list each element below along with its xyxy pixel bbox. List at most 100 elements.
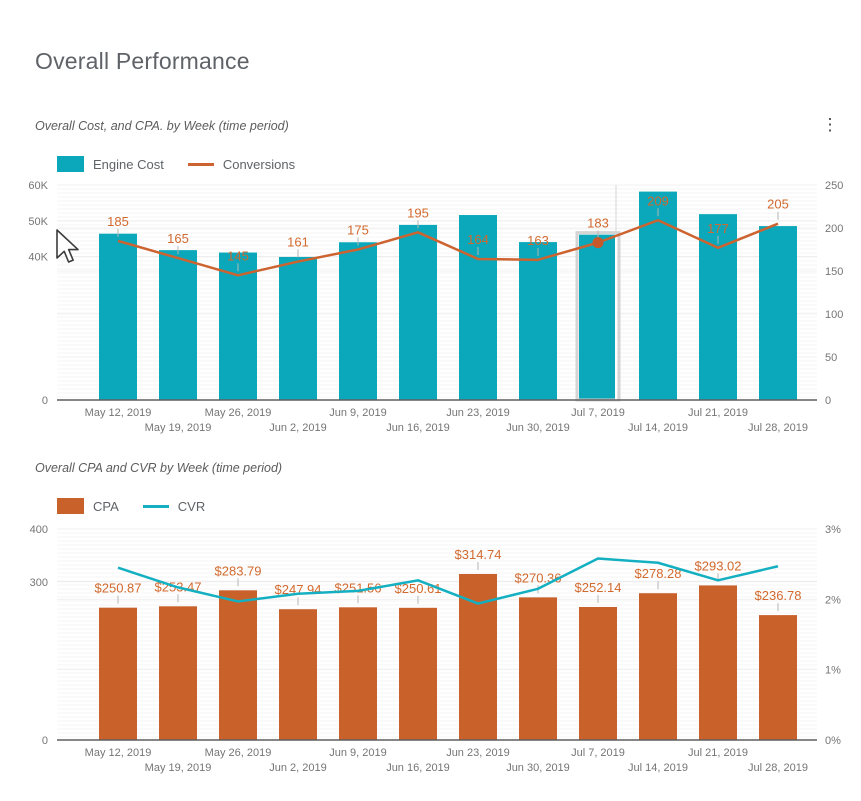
bar-jul-14-2019[interactable] xyxy=(639,191,677,400)
bar-jun-16-2019[interactable] xyxy=(399,607,437,740)
category-label: Jun 16, 2019 xyxy=(386,422,450,434)
data-label: 164 xyxy=(467,232,489,247)
category-label: Jul 21, 2019 xyxy=(688,407,748,419)
bar-jul-28-2019[interactable] xyxy=(759,615,797,740)
category-label: May 12, 2019 xyxy=(85,747,152,759)
cvr-legend-label: CVR xyxy=(177,498,206,514)
more-options-icon[interactable]: ⋮ xyxy=(818,112,842,138)
category-label: Jun 9, 2019 xyxy=(329,407,387,419)
data-label: 175 xyxy=(347,223,369,238)
bar-may-26-2019[interactable] xyxy=(219,252,257,400)
cost-conversions-chart[interactable]: 185 165 145 161 175 195 164 163 183 209 177 205 60K 5… xyxy=(0,175,861,445)
category-label: Jul 7, 2019 xyxy=(571,407,625,419)
conversions-line[interactable] xyxy=(117,219,779,277)
bar-jun-30-2019[interactable] xyxy=(519,242,557,400)
category-label: Jul 7, 2019 xyxy=(571,747,625,759)
category-label: Jun 23, 2019 xyxy=(446,747,510,759)
bar-jun-9-2019[interactable] xyxy=(339,242,377,400)
data-label: 185 xyxy=(107,214,129,229)
chart2-legend: CPA CVR xyxy=(57,498,205,514)
category-label: Jun 30, 2019 xyxy=(506,762,570,774)
category-label: Jul 21, 2019 xyxy=(688,747,748,759)
category-label: May 26, 2019 xyxy=(205,407,272,419)
bar-may-12-2019[interactable] xyxy=(99,233,137,400)
data-label: 195 xyxy=(407,205,429,220)
mouse-cursor xyxy=(56,229,79,263)
left-axis-tick: 0 xyxy=(42,395,48,407)
bar-jun-23-2019[interactable] xyxy=(459,215,497,400)
left-axis-tick: 300 xyxy=(30,577,48,589)
data-label: $270.36 xyxy=(515,570,562,585)
bar-jul-21-2019[interactable] xyxy=(699,585,737,740)
bar-jun-30-2019[interactable] xyxy=(519,597,557,740)
left-axis-tick: 60K xyxy=(28,180,48,192)
page-title: Overall Performance xyxy=(35,48,250,74)
left-axis-tick: 50K xyxy=(28,216,48,228)
data-label: $250.87 xyxy=(95,581,142,596)
data-label: 165 xyxy=(167,231,189,246)
bar-jun-2-2019[interactable] xyxy=(279,609,317,740)
bar-jun-2-2019[interactable] xyxy=(279,256,317,400)
cpa-legend-label: CPA xyxy=(93,498,119,514)
data-label: 183 xyxy=(587,216,609,231)
data-label: 161 xyxy=(287,235,309,250)
right-axis-tick: 3% xyxy=(825,524,841,536)
category-label: Jun 2, 2019 xyxy=(269,762,327,774)
data-label: $293.02 xyxy=(695,558,742,573)
bar-jul-21-2019[interactable] xyxy=(699,214,737,400)
category-label: Jul 14, 2019 xyxy=(628,422,688,434)
right-axis-tick: 100 xyxy=(825,309,843,321)
bar-may-19-2019[interactable] xyxy=(159,606,197,740)
left-axis-tick: 40K xyxy=(28,252,48,264)
category-label: Jul 28, 2019 xyxy=(748,422,808,434)
conversions-legend-label: Conversions xyxy=(222,156,296,172)
cpa-cvr-chart[interactable]: $250.87 $253.47$283.79$247.94 $251.56 $250.… xyxy=(0,520,861,790)
data-label: $236.78 xyxy=(755,588,802,603)
category-label: Jul 14, 2019 xyxy=(628,762,688,774)
bar-jul-28-2019[interactable] xyxy=(759,226,797,400)
bar-jul-7-2019[interactable] xyxy=(579,234,617,400)
category-label: May 19, 2019 xyxy=(145,422,212,434)
category-label: May 26, 2019 xyxy=(205,747,272,759)
cpa-swatch xyxy=(57,498,84,514)
data-label: 177 xyxy=(707,221,729,236)
right-axis-tick: 2% xyxy=(825,594,841,606)
bar-jul-14-2019[interactable] xyxy=(639,593,677,740)
cvr-line-swatch xyxy=(142,504,169,508)
bar-jun-16-2019[interactable] xyxy=(399,224,437,400)
chart1-legend: Engine Cost Conversions xyxy=(57,156,295,172)
right-axis-tick: 150 xyxy=(825,266,843,278)
category-label: Jun 23, 2019 xyxy=(446,407,510,419)
conversions-line-swatch xyxy=(187,162,214,166)
left-axis-tick: 0 xyxy=(42,735,48,747)
right-axis-tick: 1% xyxy=(825,665,841,677)
category-label: Jun 16, 2019 xyxy=(386,762,450,774)
right-axis-tick: 200 xyxy=(825,223,843,235)
left-axis-tick: 400 xyxy=(30,524,48,536)
chart2-subtitle: Overall CPA and CVR by Week (time period… xyxy=(35,461,283,475)
bar-may-19-2019[interactable] xyxy=(159,250,197,400)
data-label: $314.74 xyxy=(455,547,502,562)
bar-may-12-2019[interactable] xyxy=(99,607,137,740)
right-axis-tick: 50 xyxy=(825,352,837,364)
category-label: Jun 9, 2019 xyxy=(329,747,387,759)
right-axis-tick: 0 xyxy=(825,395,831,407)
right-axis-tick: 250 xyxy=(825,180,843,192)
data-label: 205 xyxy=(767,197,789,212)
category-label: May 19, 2019 xyxy=(145,762,212,774)
data-label: 145 xyxy=(227,248,249,263)
right-axis-tick: 0% xyxy=(825,735,841,747)
bar-jun-9-2019[interactable] xyxy=(339,607,377,740)
bar-may-26-2019[interactable] xyxy=(219,590,257,740)
category-label: May 12, 2019 xyxy=(85,407,152,419)
category-label: Jun 30, 2019 xyxy=(506,422,570,434)
engine-cost-legend-label: Engine Cost xyxy=(93,156,164,172)
cvr-line[interactable] xyxy=(117,557,779,605)
engine-cost-swatch xyxy=(57,156,84,172)
data-label: 209 xyxy=(647,193,669,208)
chart1-subtitle: Overall Cost, and CPA. by Week (time per… xyxy=(35,119,289,133)
category-label: Jul 28, 2019 xyxy=(748,762,808,774)
data-label: $278.28 xyxy=(635,566,682,581)
bar-jul-7-2019[interactable] xyxy=(579,606,617,740)
data-label: $252.14 xyxy=(575,580,622,595)
